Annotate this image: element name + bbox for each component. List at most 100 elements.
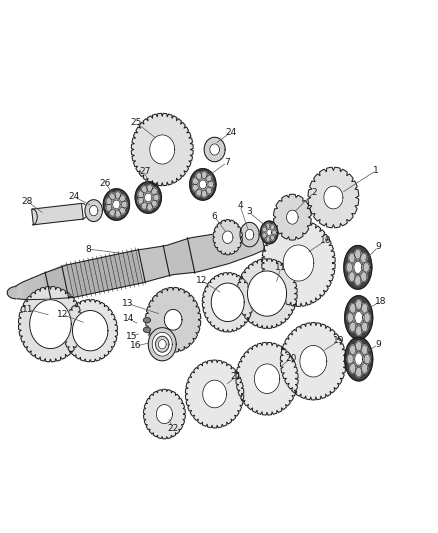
Polygon shape [362,303,368,313]
Polygon shape [362,345,368,354]
Text: 26: 26 [100,179,111,188]
Polygon shape [346,263,353,272]
Polygon shape [280,322,346,400]
Text: 25: 25 [131,118,142,127]
Polygon shape [350,322,356,332]
Polygon shape [201,190,207,197]
Text: 10: 10 [320,236,332,245]
Polygon shape [120,195,125,202]
Polygon shape [349,253,355,263]
Polygon shape [286,210,298,224]
Text: 12: 12 [196,276,207,285]
Polygon shape [72,311,108,351]
Polygon shape [145,193,152,202]
Text: 13: 13 [123,299,134,308]
Polygon shape [120,207,125,214]
Polygon shape [202,272,253,332]
Polygon shape [345,296,373,340]
Polygon shape [262,233,266,238]
Polygon shape [18,286,82,362]
Polygon shape [213,220,242,255]
Polygon shape [356,300,362,309]
Polygon shape [164,309,182,330]
Polygon shape [223,231,233,244]
Polygon shape [350,303,356,313]
Polygon shape [236,342,298,415]
Text: 24: 24 [226,127,237,136]
Polygon shape [196,189,202,196]
Text: 15: 15 [126,332,138,341]
Polygon shape [206,175,212,182]
Polygon shape [148,328,176,361]
Polygon shape [113,200,120,209]
Polygon shape [248,231,265,255]
Polygon shape [271,235,274,240]
Polygon shape [355,353,363,365]
Polygon shape [350,345,356,354]
Polygon shape [141,186,147,193]
Polygon shape [103,189,130,220]
Polygon shape [152,188,157,195]
Polygon shape [247,271,286,316]
Text: 11: 11 [275,263,287,272]
Polygon shape [245,229,254,240]
Polygon shape [144,327,150,333]
Text: 16: 16 [130,342,142,351]
Polygon shape [110,193,115,200]
Polygon shape [262,227,266,232]
Polygon shape [43,264,74,299]
Text: 3: 3 [246,207,251,216]
Polygon shape [110,209,115,216]
Polygon shape [106,204,112,211]
Polygon shape [21,273,48,300]
Text: 18: 18 [375,297,386,306]
Polygon shape [166,238,197,274]
Polygon shape [355,249,361,259]
Polygon shape [141,202,147,209]
Polygon shape [147,185,152,192]
Text: 27: 27 [139,167,151,176]
Polygon shape [324,186,343,209]
Polygon shape [211,283,244,321]
Polygon shape [345,337,373,381]
Polygon shape [115,211,120,217]
Polygon shape [356,367,362,377]
Polygon shape [349,272,355,281]
Polygon shape [272,230,276,235]
Polygon shape [158,340,166,349]
Polygon shape [267,229,272,236]
Polygon shape [208,181,214,188]
Polygon shape [115,192,120,199]
Polygon shape [223,231,253,263]
Polygon shape [363,263,369,272]
Polygon shape [121,201,127,208]
Polygon shape [344,246,372,289]
Text: 7: 7 [224,158,230,167]
Polygon shape [240,222,259,247]
Polygon shape [15,282,25,300]
Polygon shape [147,204,152,210]
Text: 22: 22 [167,424,179,433]
Polygon shape [210,144,219,155]
Polygon shape [185,360,244,428]
Polygon shape [85,200,102,222]
Polygon shape [356,341,362,351]
Polygon shape [273,194,311,240]
Text: 1: 1 [373,166,379,175]
Text: 9: 9 [375,340,381,349]
Polygon shape [106,198,112,205]
Text: 21: 21 [231,372,242,381]
Text: 28: 28 [21,197,32,206]
Text: 19: 19 [333,336,345,345]
Polygon shape [153,194,159,201]
Polygon shape [361,272,367,281]
Polygon shape [193,184,198,191]
Polygon shape [206,187,212,194]
Polygon shape [89,205,98,216]
Polygon shape [261,221,278,244]
Polygon shape [199,180,206,189]
Text: 9: 9 [375,243,381,252]
Polygon shape [271,224,274,230]
Polygon shape [266,237,270,241]
Polygon shape [201,172,207,179]
